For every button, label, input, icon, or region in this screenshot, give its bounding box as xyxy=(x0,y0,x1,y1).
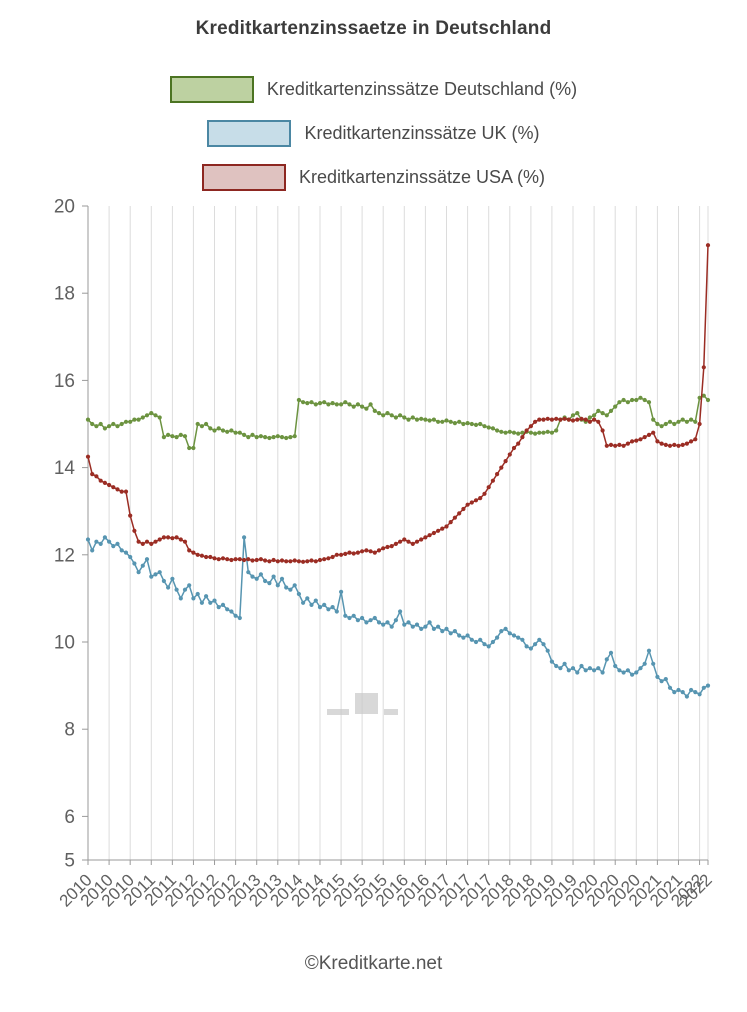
gridlines xyxy=(87,206,709,860)
legend-item-uk: Kreditkartenzinssätze UK (%) xyxy=(0,120,747,147)
legend-item-deutschland: Kreditkartenzinssätze Deutschland (%) xyxy=(0,76,747,103)
svg-text:20: 20 xyxy=(54,197,75,218)
series-uk xyxy=(85,535,711,699)
watermark-logo xyxy=(327,693,398,715)
svg-text:18: 18 xyxy=(54,284,75,305)
chart-title: Kreditkartenzinssaetze in Deutschland xyxy=(195,18,552,39)
series-deutschland xyxy=(85,393,711,451)
legend-label-deutschland: Kreditkartenzinssätze Deutschland (%) xyxy=(266,79,578,99)
svg-text:12: 12 xyxy=(54,545,75,566)
y-axis-labels: 5 6 8 10 12 14 16 18 20 xyxy=(54,197,88,872)
legend-swatch-usa xyxy=(201,164,286,191)
legend-label-usa: Kreditkartenzinssätze USA (%) xyxy=(298,167,546,187)
legend-swatch-uk xyxy=(207,120,292,147)
svg-text:6: 6 xyxy=(64,807,75,828)
series-usa xyxy=(85,243,711,564)
svg-text:16: 16 xyxy=(54,371,75,392)
axes xyxy=(87,206,708,861)
svg-text:5: 5 xyxy=(64,851,75,872)
x-axis-labels: 2010201020102011201120122012201220132013… xyxy=(56,860,716,911)
svg-text:14: 14 xyxy=(54,458,76,479)
chart-canvas: 5 6 8 10 12 14 16 18 20 2010201020102011201120122… xyxy=(54,197,716,911)
svg-text:2022: 2022 xyxy=(676,870,716,910)
svg-text:8: 8 xyxy=(64,720,75,741)
legend-label-uk: Kreditkartenzinssätze UK (%) xyxy=(304,123,540,143)
svg-text:10: 10 xyxy=(54,633,75,654)
legend-swatch-deutschland xyxy=(169,76,254,103)
legend: Kreditkartenzinssätze Deutschland (%) Kr… xyxy=(0,76,747,191)
legend-item-usa: Kreditkartenzinssätze USA (%) xyxy=(0,164,747,191)
copyright-footer: ©Kreditkarte.net xyxy=(304,953,443,974)
